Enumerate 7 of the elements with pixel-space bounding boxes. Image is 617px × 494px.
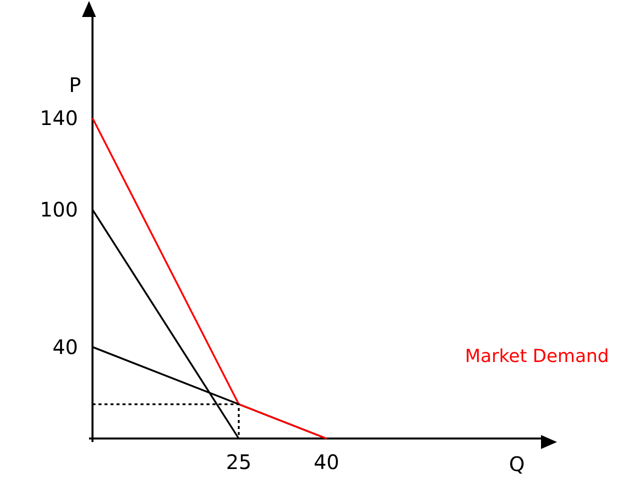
y-tick-label: 140 [40, 106, 78, 130]
x-tick-label: 25 [226, 450, 252, 474]
text: Market Demand [465, 346, 609, 367]
y-tick-label: 100 [40, 198, 78, 222]
x-axis-title: Q [509, 452, 525, 476]
y-axis-title: P [69, 73, 82, 97]
y-tick-label: 40 [52, 334, 78, 359]
